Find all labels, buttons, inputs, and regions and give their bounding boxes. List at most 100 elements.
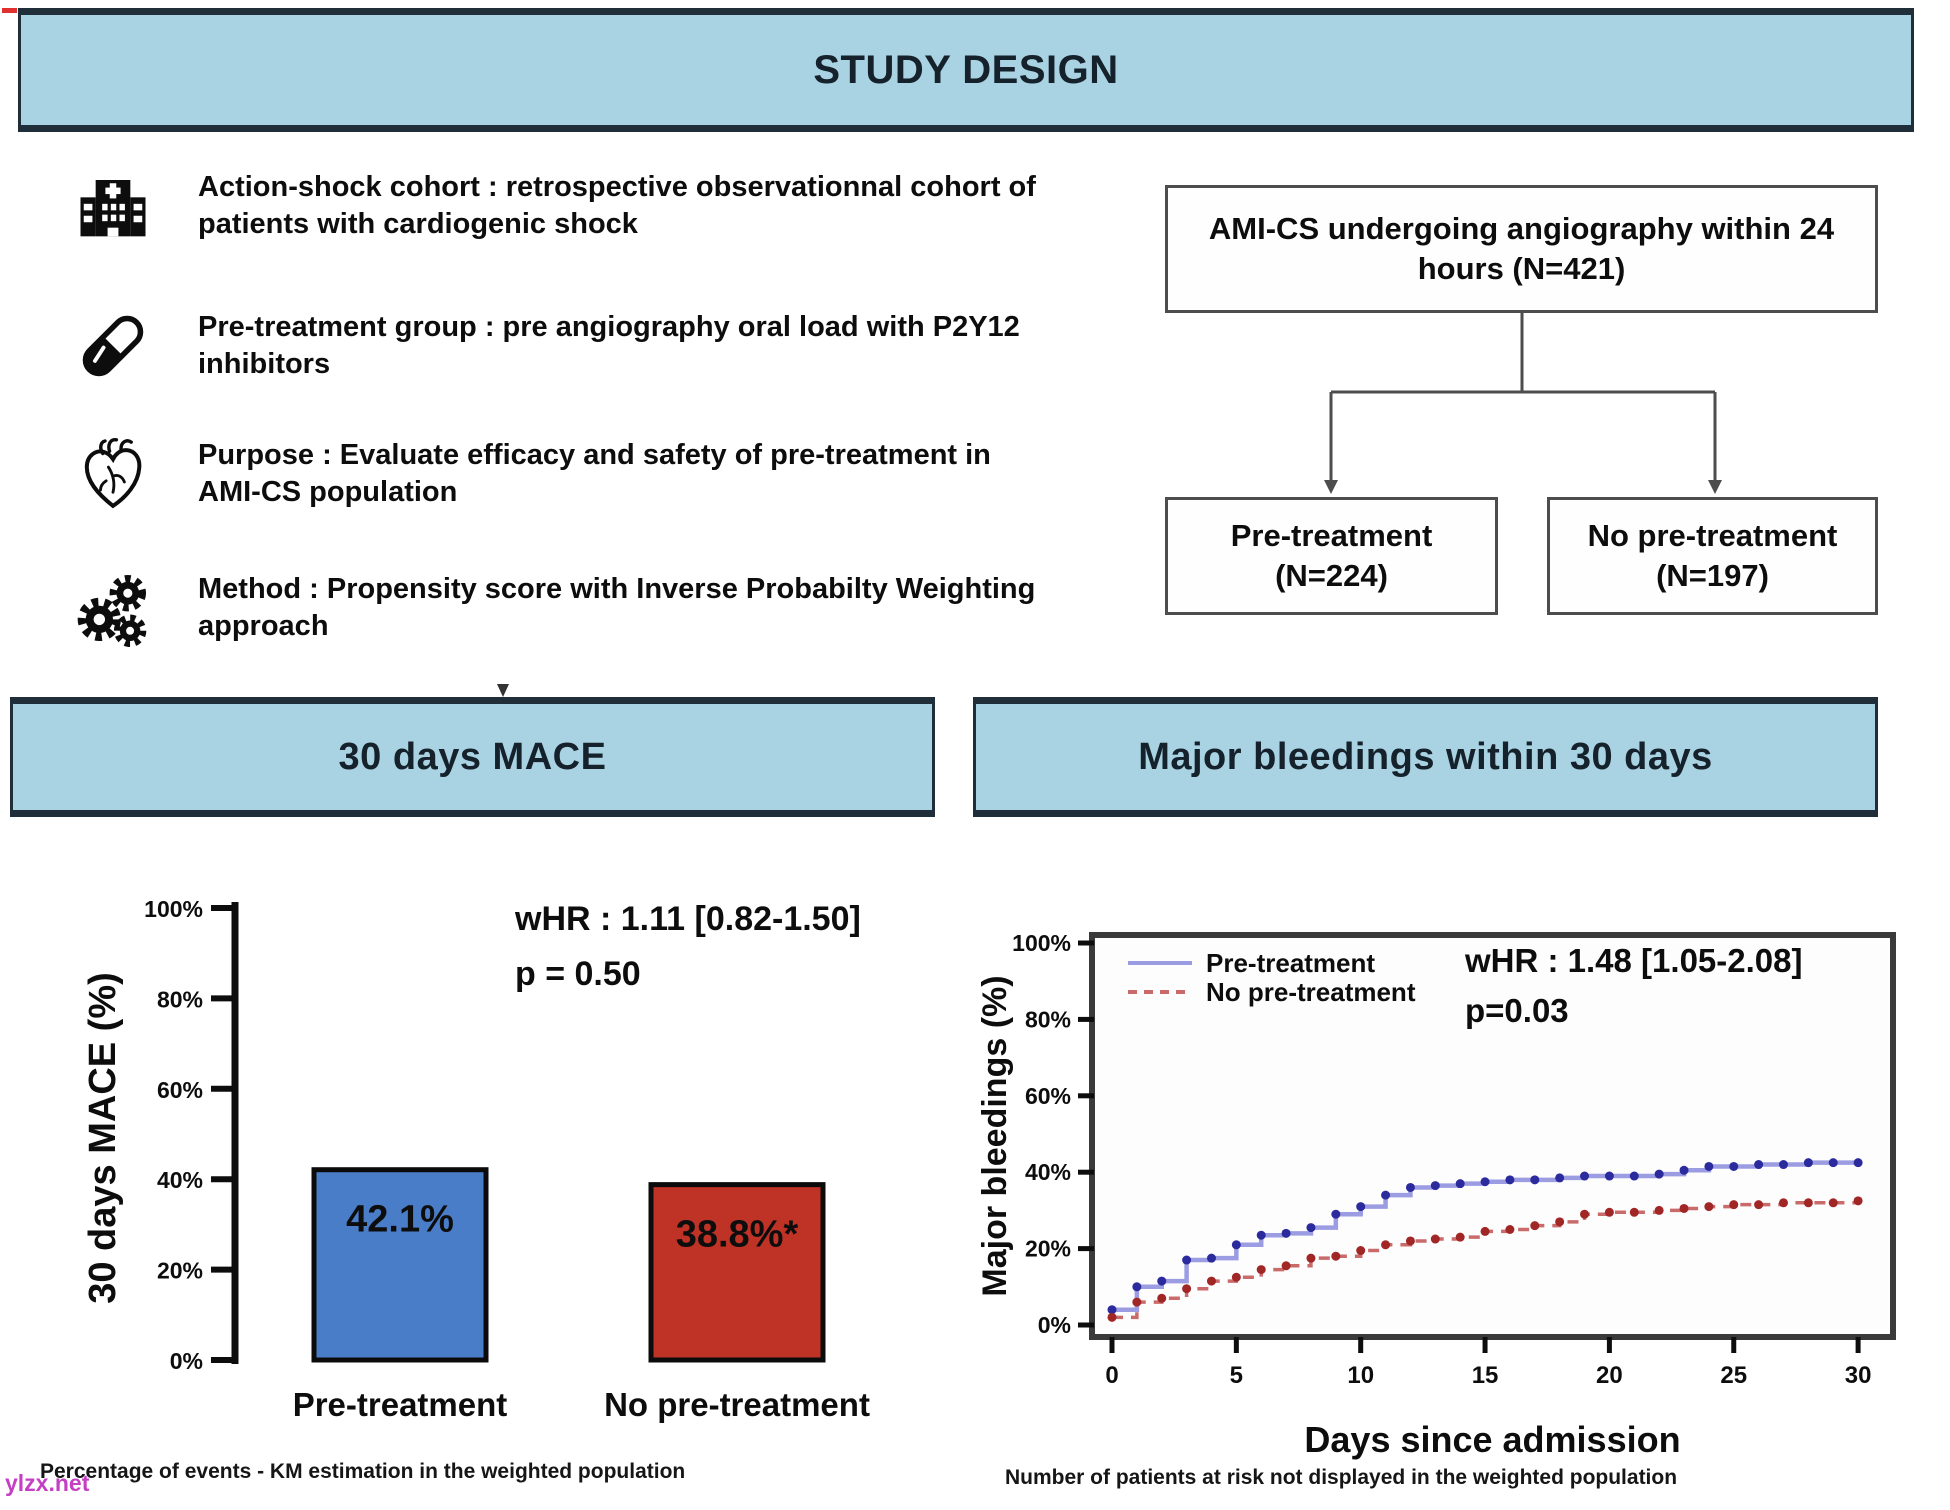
- km-marker-no-pre-treatment: [1555, 1217, 1565, 1227]
- km-marker-no-pre-treatment: [1132, 1297, 1142, 1307]
- km-marker-no-pre-treatment: [1405, 1236, 1415, 1246]
- study-point-text: Method : Propensity score with Inverse P…: [198, 572, 1036, 642]
- mace-section-title: 30 days MACE: [338, 735, 607, 778]
- bar-annotation-line: p = 0.50: [515, 955, 641, 993]
- red-mark-artifact: [2, 8, 17, 13]
- flow-box-n: (N=224): [1275, 558, 1388, 593]
- km-marker-pre-treatment: [1281, 1228, 1291, 1238]
- bar-y-tick-label: 40%: [157, 1167, 203, 1193]
- bar-y-tick-label: 60%: [157, 1077, 203, 1103]
- hospital-icon: [70, 160, 156, 252]
- km-marker-pre-treatment: [1107, 1305, 1117, 1315]
- pill-icon: [70, 300, 156, 392]
- km-marker-no-pre-treatment: [1356, 1246, 1366, 1256]
- km-x-tick-label: 30: [1845, 1362, 1872, 1389]
- bar-y-tick-label: 20%: [157, 1258, 203, 1284]
- study-point-text: Pre-treatment group : pre angiography or…: [198, 310, 1020, 380]
- km-x-tick-label: 5: [1230, 1362, 1243, 1389]
- study-point-pretreatment: Pre-treatment group : pre angiography or…: [70, 300, 1100, 392]
- km-marker-no-pre-treatment: [1231, 1272, 1241, 1282]
- km-marker-no-pre-treatment: [1480, 1226, 1490, 1236]
- km-marker-no-pre-treatment: [1306, 1253, 1316, 1263]
- km-marker-no-pre-treatment: [1530, 1221, 1540, 1231]
- km-marker-pre-treatment: [1604, 1171, 1614, 1181]
- km-x-tick-label: 0: [1105, 1362, 1118, 1389]
- bleeding-footnote: Number of patients at risk not displayed…: [1005, 1466, 1678, 1489]
- bleeding-km-chart: 0% 20% 40% 60% 80% 100% 0 5 10 15 20 25 30 Pre-treatm…: [976, 930, 1896, 1460]
- km-marker-pre-treatment: [1206, 1253, 1216, 1263]
- km-marker-no-pre-treatment: [1206, 1276, 1216, 1286]
- km-marker-no-pre-treatment: [1853, 1196, 1863, 1206]
- bleeding-section-title: Major bleedings within 30 days: [1138, 735, 1713, 778]
- km-marker-pre-treatment: [1580, 1171, 1590, 1181]
- km-marker-pre-treatment: [1505, 1175, 1515, 1185]
- km-x-tick-label: 10: [1347, 1362, 1374, 1389]
- cursor-artifact: [497, 684, 509, 697]
- km-legend-label: No pre-treatment: [1206, 977, 1416, 1007]
- km-marker-pre-treatment: [1853, 1158, 1863, 1168]
- km-marker-no-pre-treatment: [1654, 1205, 1664, 1215]
- flow-box-label: No pre-treatment: [1587, 517, 1838, 553]
- km-y-tick-label: 40%: [1025, 1159, 1071, 1185]
- bar-y-tick-label: 0%: [170, 1348, 203, 1374]
- study-point-text: Action-shock cohort : retrospective obse…: [198, 170, 1036, 240]
- km-marker-pre-treatment: [1455, 1179, 1465, 1189]
- km-marker-no-pre-treatment: [1679, 1203, 1689, 1213]
- km-y-tick-label: 60%: [1025, 1083, 1071, 1109]
- km-marker-no-pre-treatment: [1107, 1312, 1117, 1322]
- km-x-tick-label: 15: [1472, 1362, 1499, 1389]
- km-x-tick-label: 25: [1720, 1362, 1747, 1389]
- km-marker-pre-treatment: [1530, 1175, 1540, 1185]
- study-point-purpose: Purpose : Evaluate efficacy and safety o…: [70, 428, 1100, 520]
- km-marker-no-pre-treatment: [1505, 1225, 1515, 1234]
- arrowhead-right: [1708, 480, 1722, 494]
- km-marker-pre-treatment: [1754, 1160, 1764, 1170]
- km-annotation-line: p=0.03: [1465, 992, 1569, 1029]
- bar-category-label: Pre-treatment: [293, 1386, 508, 1423]
- study-point-cohort: Action-shock cohort : retrospective obse…: [70, 160, 1100, 252]
- km-marker-pre-treatment: [1778, 1160, 1788, 1170]
- flow-box-n: (N=197): [1656, 558, 1769, 593]
- km-y-axis-title: Major bleedings (%): [976, 975, 1014, 1296]
- watermark: ylzx.net: [5, 1470, 90, 1496]
- km-marker-pre-treatment: [1679, 1165, 1689, 1175]
- flow-box-no-pretreatment: No pre-treatment (N=197): [1547, 497, 1878, 615]
- bar-value-label: 38.8%*: [676, 1214, 799, 1256]
- mace-bar-chart: 0% 20% 40% 60% 80% 100% 30 days MACE (%) 42.1% P…: [82, 896, 870, 1423]
- km-y-tick-label: 100%: [1012, 930, 1071, 956]
- bar-y-tick-label: 80%: [157, 986, 203, 1012]
- km-marker-pre-treatment: [1629, 1171, 1639, 1181]
- km-marker-pre-treatment: [1654, 1169, 1664, 1179]
- heart-icon: [70, 428, 156, 520]
- gears-icon: [70, 562, 156, 654]
- km-marker-pre-treatment: [1430, 1181, 1440, 1191]
- study-design-banner: STUDY DESIGN: [18, 8, 1914, 132]
- km-marker-pre-treatment: [1704, 1161, 1714, 1171]
- km-marker-pre-treatment: [1306, 1223, 1316, 1233]
- bar-value-label: 42.1%: [346, 1199, 454, 1241]
- km-marker-no-pre-treatment: [1778, 1198, 1788, 1208]
- km-marker-no-pre-treatment: [1580, 1209, 1590, 1219]
- km-marker-no-pre-treatment: [1182, 1284, 1192, 1294]
- km-marker-no-pre-treatment: [1430, 1234, 1440, 1244]
- bar-y-tick-label: 100%: [144, 896, 203, 922]
- flowchart-connectors: [1324, 312, 1722, 494]
- km-marker-pre-treatment: [1231, 1240, 1241, 1250]
- km-marker-pre-treatment: [1405, 1182, 1415, 1192]
- km-x-axis-title: Days since admission: [1304, 1419, 1680, 1460]
- km-marker-pre-treatment: [1356, 1202, 1366, 1212]
- km-marker-pre-treatment: [1828, 1158, 1838, 1168]
- km-y-tick-label: 0%: [1038, 1312, 1071, 1338]
- km-marker-pre-treatment: [1381, 1190, 1391, 1200]
- flow-box-pretreatment: Pre-treatment (N=224): [1165, 497, 1498, 615]
- bar-pre-treatment: [311, 1167, 489, 1363]
- km-marker-no-pre-treatment: [1604, 1207, 1614, 1217]
- km-marker-no-pre-treatment: [1704, 1202, 1714, 1212]
- bar-no-pre-treatment: [648, 1182, 826, 1363]
- flow-box-cohort: AMI-CS undergoing angiography within 24 …: [1165, 185, 1878, 313]
- km-marker-pre-treatment: [1132, 1282, 1142, 1292]
- km-marker-no-pre-treatment: [1455, 1232, 1465, 1242]
- bar-category-label: No pre-treatment: [604, 1386, 870, 1423]
- km-marker-pre-treatment: [1555, 1173, 1565, 1183]
